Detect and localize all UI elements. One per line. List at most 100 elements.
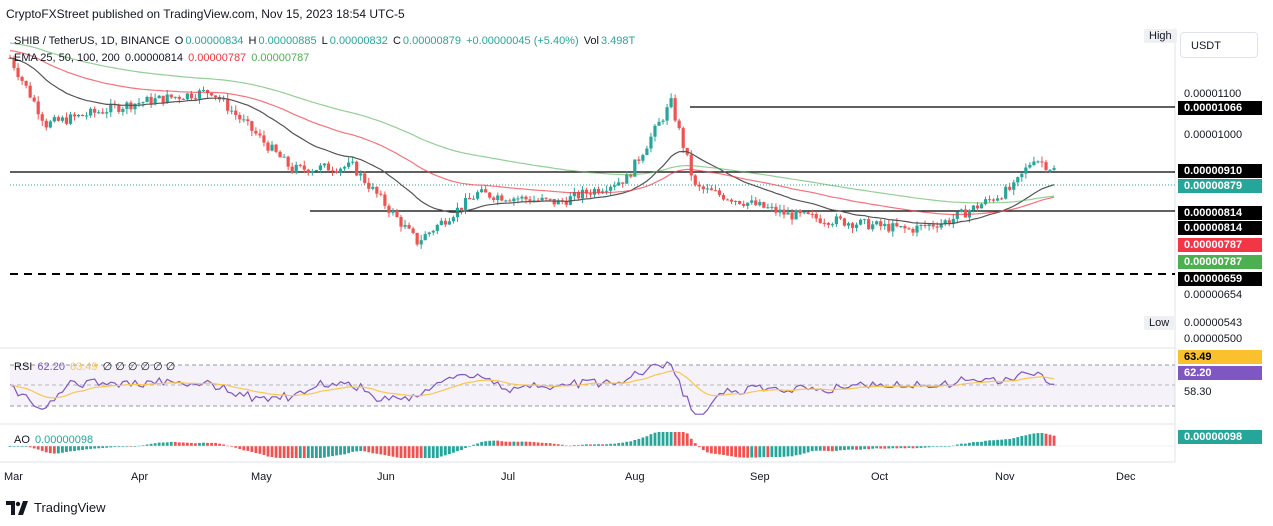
ao-bar — [423, 446, 427, 458]
ao-bar — [327, 446, 330, 457]
candle — [983, 196, 988, 206]
candle — [609, 185, 613, 196]
candle — [746, 202, 750, 210]
candle — [274, 143, 278, 153]
candle-body — [302, 165, 306, 170]
candle-body — [875, 221, 879, 225]
candle — [1040, 156, 1044, 168]
ao-bar — [480, 441, 484, 446]
candle — [729, 198, 734, 205]
month-label: Oct — [871, 471, 889, 483]
ao-bar — [863, 446, 867, 450]
candle-body — [480, 189, 484, 193]
candle — [407, 222, 411, 229]
ao-bar — [629, 441, 633, 446]
candle — [197, 88, 202, 104]
candle-body — [209, 93, 214, 96]
candle-body — [20, 77, 24, 81]
ao-bar — [77, 446, 80, 451]
candle — [1000, 197, 1004, 201]
candle-body — [786, 212, 790, 215]
ao-bar — [839, 446, 842, 451]
candle — [871, 220, 875, 232]
ao-bar — [44, 446, 48, 453]
ao-bar — [476, 443, 480, 446]
candle-body — [371, 186, 375, 189]
low-button[interactable]: Low — [1144, 316, 1175, 330]
candle-body — [693, 175, 697, 185]
candle-body — [1032, 161, 1036, 165]
ao-bar — [246, 446, 250, 451]
ao-bar — [556, 444, 560, 446]
candle-body — [971, 205, 976, 211]
candle — [754, 196, 758, 206]
ao-legend[interactable]: AO 0.00000098 — [14, 434, 95, 446]
ao-bar — [677, 432, 681, 446]
ao-bar — [185, 442, 189, 446]
high-button[interactable]: High — [1144, 29, 1177, 43]
rsi-legend[interactable]: RSI 62.20 63.49 ∅ ∅ ∅ ∅ ∅ ∅ — [14, 360, 177, 373]
candle-body — [838, 216, 843, 219]
candle — [625, 171, 629, 184]
symbol-name[interactable]: SHIB / TetherUS, 1D, BINANCE — [14, 35, 170, 47]
candle-body — [721, 194, 726, 200]
candle-body — [306, 169, 310, 173]
candle — [1008, 182, 1012, 192]
ao-bar — [274, 446, 278, 458]
footer-brand[interactable]: TradingView — [6, 500, 106, 515]
currency-button[interactable]: USDT — [1180, 32, 1258, 58]
candle-body — [605, 190, 609, 192]
ao-bar — [891, 446, 895, 449]
candle — [310, 168, 314, 176]
candle-body — [536, 200, 540, 202]
candle — [298, 163, 302, 168]
ao-bar — [439, 446, 443, 457]
candle — [80, 114, 85, 117]
symbol-legend[interactable]: SHIB / TetherUS, 1D, BINANCE O 0.00000834… — [14, 35, 637, 47]
ao-bar — [399, 446, 403, 458]
candle — [508, 198, 512, 202]
ao-bar — [746, 446, 750, 458]
ao-bar — [830, 446, 834, 452]
ao-bar — [452, 446, 455, 453]
ao-bar — [1036, 433, 1040, 446]
candle — [1024, 163, 1028, 179]
candle-body — [798, 210, 802, 214]
ema25-line — [9, 57, 1055, 225]
candle-body — [625, 174, 629, 184]
ao-bar — [379, 446, 383, 455]
footer-brand-text: TradingView — [34, 500, 106, 515]
candle-body — [580, 189, 585, 199]
candle-body — [471, 198, 476, 200]
candle-body — [109, 103, 113, 113]
candle — [278, 150, 282, 158]
candle-body — [915, 225, 919, 233]
ao-bar — [581, 444, 584, 446]
ao-bar — [343, 446, 346, 455]
candle-body — [734, 200, 738, 202]
candle — [431, 229, 435, 236]
candle-body — [883, 223, 887, 227]
ao-bar — [750, 446, 754, 458]
ao-bar — [282, 446, 286, 458]
candle — [834, 213, 838, 227]
ao-value: 0.00000098 — [34, 434, 94, 446]
candle — [64, 112, 69, 126]
candle — [322, 163, 327, 168]
candle — [854, 222, 859, 232]
candle-body — [205, 89, 210, 94]
rsi-value: 62.20 — [37, 361, 65, 373]
candle-body — [24, 80, 28, 86]
ao-bar — [1048, 434, 1052, 446]
ao-bar — [169, 441, 173, 446]
candle-body — [879, 221, 883, 227]
ao-bar — [722, 446, 725, 455]
candle-body — [117, 105, 121, 112]
candle — [16, 63, 20, 81]
candle — [347, 157, 351, 169]
candle-body — [987, 199, 992, 201]
candle — [500, 193, 504, 202]
ao-bar — [714, 446, 717, 454]
ema-legend[interactable]: EMA 25, 50, 100, 200 0.00000814 0.000007… — [14, 52, 311, 64]
